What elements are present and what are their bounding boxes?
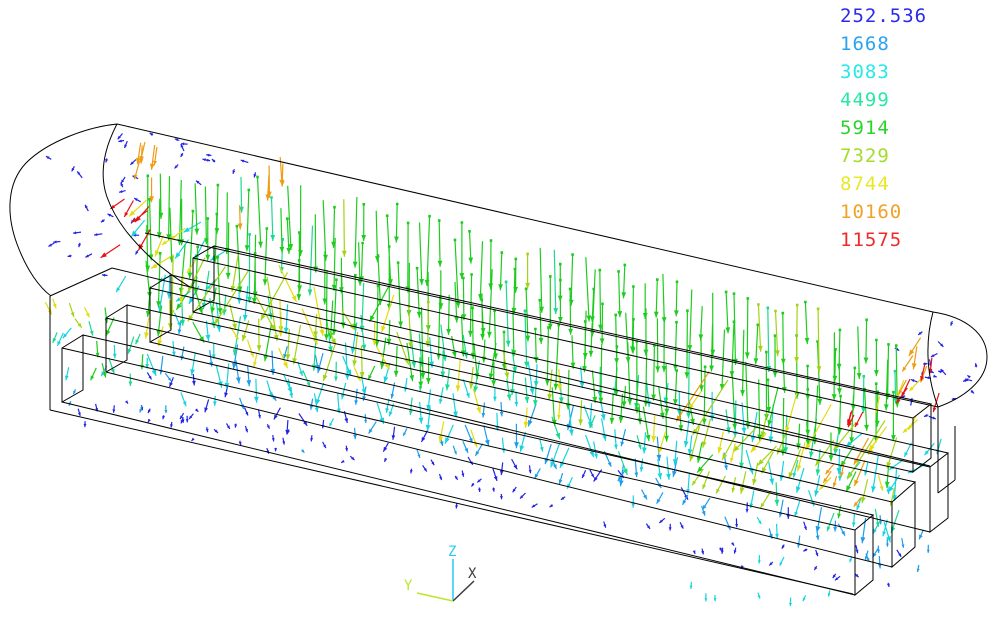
duct-right-cap-outline	[927, 311, 988, 408]
vector-arrows-blue	[45, 132, 977, 588]
legend-value: 7329	[840, 145, 890, 167]
vector-arrowheads-blue	[46, 132, 978, 587]
duct-right-face-edges	[937, 407, 956, 494]
vector-arrowheads-orange	[133, 155, 924, 507]
axis-triad: Z X Y	[404, 544, 477, 602]
y-axis-label: Y	[404, 578, 413, 594]
legend-value: 5914	[840, 117, 890, 139]
legend-value: 3083	[840, 61, 890, 83]
duct-ridge-edge	[116, 123, 934, 313]
legend-value: 8744	[840, 173, 890, 195]
fin-2-outline	[105, 304, 916, 569]
duct-bottom-edge	[49, 409, 854, 595]
duct-left-cap-outline	[9, 123, 191, 297]
wireframe-layer	[9, 123, 988, 597]
duct-left-edges	[49, 267, 113, 410]
z-axis-label: Z	[448, 544, 456, 560]
duct-base-top-edge	[111, 267, 931, 467]
x-axis-label: X	[468, 566, 477, 582]
legend-value: 252.536	[840, 5, 928, 27]
arrow-field-layer	[44, 132, 978, 607]
vector-arrows-cyan	[56, 219, 942, 607]
fin-1-outline	[61, 334, 874, 597]
legend-value: 11575	[840, 229, 903, 251]
fin-3-outline	[149, 274, 949, 534]
y-axis-line	[416, 592, 454, 602]
vector-arrows-ygreen	[68, 199, 898, 509]
duct-front-top-edge	[144, 232, 939, 408]
color-legend: 252.536 1668 3083 4499 5914 7329 8744 10160 1157…	[840, 2, 927, 254]
x-axis-line	[452, 580, 475, 602]
vector-arrowheads-azure	[68, 329, 930, 572]
vector-arrows-green	[90, 173, 898, 519]
legend-value: 10160	[840, 201, 903, 223]
legend-value: 1668	[840, 33, 890, 55]
fin-4-outline	[192, 245, 932, 474]
vector-arrows-orange	[133, 141, 928, 507]
legend-value: 4499	[840, 89, 890, 111]
vector-arrowheads-cyangreen	[52, 196, 898, 533]
